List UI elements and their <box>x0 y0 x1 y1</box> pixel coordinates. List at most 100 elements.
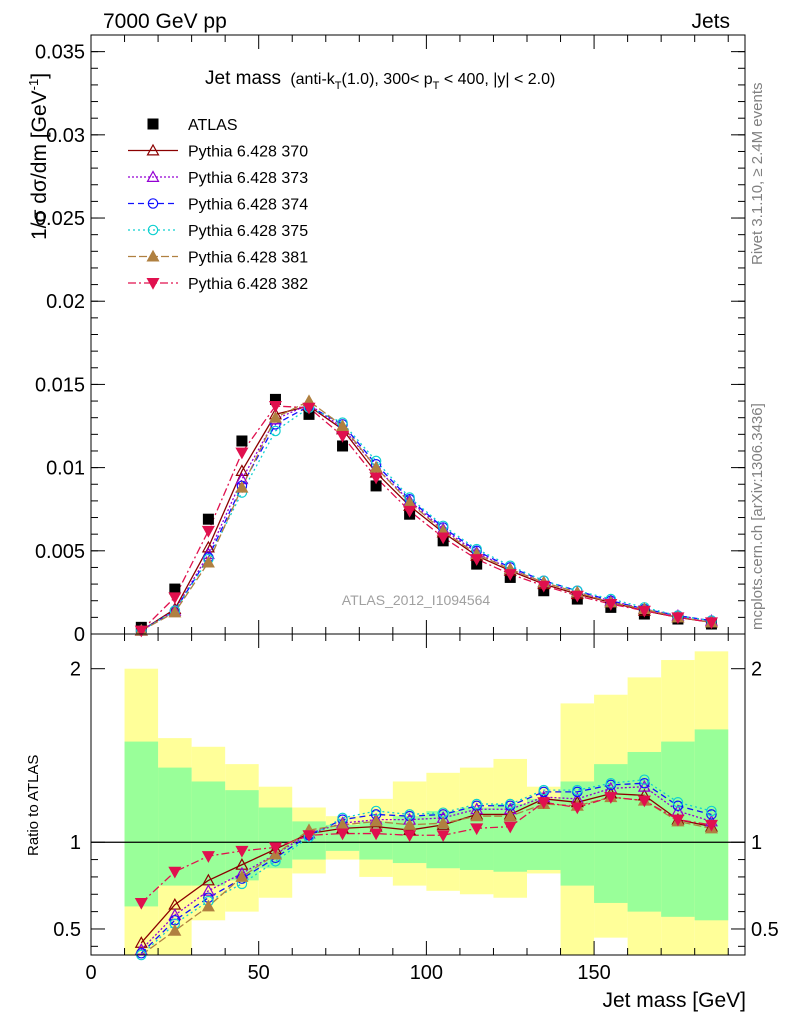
ratio-point-s375 <box>504 798 516 810</box>
ratio-y-tick-label: 2 <box>70 659 81 681</box>
main-title-main: Jet mass <box>205 68 281 89</box>
legend-label-s373: Pythia 6.428 373 <box>188 170 308 187</box>
point-s381 <box>235 480 249 493</box>
legend-marker-s382 <box>146 278 160 290</box>
y-tick-label: 0.025 <box>35 208 85 230</box>
x-tick-label: 0 <box>85 962 96 984</box>
main-ylabel: 1/σ dσ/dm [GeV-1] <box>26 73 51 240</box>
point-s381 <box>336 419 350 432</box>
point-data <box>370 480 382 492</box>
y-tick-label: 0 <box>74 624 85 646</box>
point-data <box>169 583 181 595</box>
band-inner <box>627 751 662 912</box>
ratio-point-s382 <box>403 830 417 843</box>
main-title-detail-a: (anti-k <box>290 71 335 88</box>
legend-label-s381: Pythia 6.428 381 <box>188 250 308 267</box>
ratio-point-s382 <box>470 823 484 836</box>
point-s382 <box>503 569 517 581</box>
point-s382 <box>470 554 484 566</box>
ratio-frame <box>90 633 746 956</box>
ratio-panel: 0.5 0.5 1 1 2 2 0 50 100 150 Ratio to ATLAS Jet m… <box>25 633 779 1012</box>
main-panel: 0 0.005 0.01 0.015 0.02 0.025 0.03 0.035 Jet ma… <box>26 34 746 646</box>
point-data <box>236 435 248 447</box>
point-s381 <box>168 605 182 618</box>
y-tick-label: 0.005 <box>35 541 85 563</box>
series-line-s374 <box>140 405 712 632</box>
legend-label-s374: Pythia 6.428 374 <box>188 197 308 214</box>
point-s370 <box>201 540 215 553</box>
point-s381 <box>268 410 282 423</box>
legend-marker-s374 <box>147 198 159 209</box>
point-s382 <box>268 401 282 413</box>
point-s382 <box>537 580 551 593</box>
legend-marker-s381 <box>146 249 160 262</box>
legend: ATLAS Pythia 6.428 370 Pythia 6.428 373 Pyt… <box>128 117 308 293</box>
point-s382 <box>168 592 182 605</box>
ratio-ylabel: Ratio to ATLAS <box>25 755 42 856</box>
point-s382 <box>201 525 215 538</box>
legend-label-s370: Pythia 6.428 370 <box>188 144 308 161</box>
ratio-point-s375 <box>471 798 482 810</box>
point-s382 <box>235 447 249 460</box>
point-s382 <box>369 472 383 485</box>
legend-label-s382: Pythia 6.428 382 <box>188 276 308 293</box>
ratio-point-s381 <box>369 814 383 827</box>
point-s382 <box>336 430 350 443</box>
ratio-line-s373 <box>140 786 712 951</box>
point-s382 <box>671 612 685 625</box>
ratio-point-s381 <box>436 816 450 829</box>
ratio-point-s381 <box>470 809 484 822</box>
header-left: 7000 GeV pp <box>103 10 227 33</box>
y-tick-label: 0.01 <box>46 458 85 480</box>
point-s375 <box>270 425 281 437</box>
ratio-point-s382 <box>336 828 350 841</box>
band-inner <box>527 798 561 870</box>
x-tick-label: 150 <box>577 962 610 984</box>
ratio-point-s381 <box>503 809 517 822</box>
x-tick-label: 100 <box>410 962 443 984</box>
point-s382 <box>570 590 584 603</box>
band-inner <box>124 741 159 907</box>
ratio-point-s374 <box>672 800 684 812</box>
ratio-point-s375 <box>639 774 650 786</box>
ratio-point-s382 <box>436 830 450 843</box>
y-tick-label: 0.03 <box>46 125 85 147</box>
ratio-point-s382 <box>268 842 282 855</box>
ratio-point-s374 <box>706 809 717 820</box>
point-s382 <box>604 599 618 611</box>
ratio-point-s382 <box>704 819 718 832</box>
y-tick-label: 0.02 <box>46 291 85 313</box>
y-tick-label: 0.015 <box>35 374 85 396</box>
ratio-point-s375 <box>538 784 550 796</box>
ratio-y-tick-label: 1 <box>70 832 81 854</box>
ratio-point-s375 <box>572 784 583 796</box>
point-data <box>202 513 214 525</box>
main-ylabel-sup: -1 <box>26 79 41 91</box>
analysis-id: ATLAS_2012_I1094564 <box>342 592 491 608</box>
main-ylabel-text: 1/σ dσ/dm [GeV <box>28 90 51 240</box>
point-s382 <box>403 505 417 518</box>
ratio-point-s382 <box>134 897 148 910</box>
legend-label-data: ATLAS <box>188 117 238 134</box>
x-axis-label: Jet mass [GeV] <box>602 989 746 1012</box>
ratio-line-s374 <box>140 782 712 954</box>
ratio-point-s375 <box>706 805 717 817</box>
ratio-point-s382 <box>637 795 651 808</box>
main-ylabel-end: ] <box>28 73 51 79</box>
ratio-point-s382 <box>201 851 215 863</box>
point-data <box>269 393 281 405</box>
y-tick-label: 0.035 <box>35 42 85 64</box>
ratio-point-s382 <box>671 814 685 827</box>
band-inner <box>594 764 628 903</box>
x-tick-label: 50 <box>248 962 270 984</box>
ratio-point-s382 <box>604 792 618 804</box>
point-s382 <box>637 605 651 618</box>
point-s382 <box>134 625 148 638</box>
ratio-y-tick-label: 0.5 <box>53 919 81 941</box>
point-s381 <box>201 555 215 568</box>
ratio-point-s375 <box>672 797 684 808</box>
ratio-point-s382 <box>302 830 316 843</box>
ratio-y-tick-label-right: 2 <box>751 659 762 681</box>
header-right: Jets <box>691 10 730 33</box>
